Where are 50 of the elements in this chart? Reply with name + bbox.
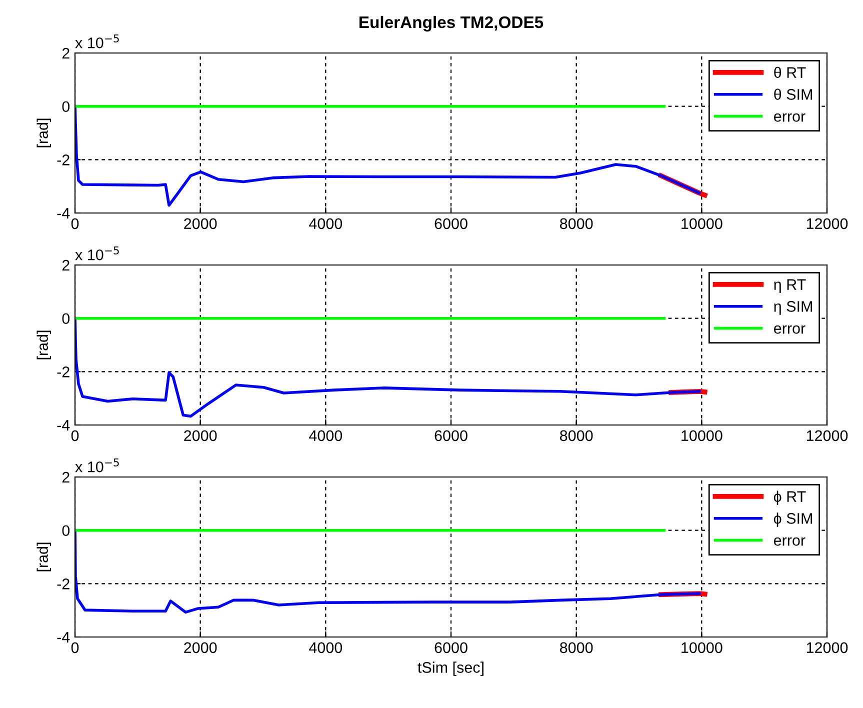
y-tick-label: -2 bbox=[57, 154, 70, 166]
x-tick-label: 2000 bbox=[184, 642, 217, 654]
x-tick-label: 4000 bbox=[309, 642, 342, 654]
legend-label: θ RT bbox=[774, 66, 806, 78]
text: x 10$^{−5}$ bbox=[75, 34, 119, 48]
x-tick-label: 2000 bbox=[184, 218, 217, 230]
y-tick-label: -4 bbox=[57, 208, 70, 219]
x-tick-label: 8000 bbox=[560, 642, 593, 654]
y-tick-label: 2 bbox=[62, 48, 70, 59]
legend-label: error bbox=[774, 325, 806, 334]
y-tick-label: 0 bbox=[62, 313, 70, 324]
legend-label: error bbox=[774, 537, 806, 546]
text: x 10$^{−5}$ bbox=[75, 246, 119, 260]
x-tick-label: 2000 bbox=[184, 430, 217, 442]
y-tick-label: 0 bbox=[62, 101, 70, 112]
legend-label: ϕ RT bbox=[774, 490, 806, 505]
y-tick-label: -2 bbox=[57, 578, 70, 590]
chart-title: EulerAngles TM2,ODE5 bbox=[360, 16, 544, 32]
x-tick-label: 4000 bbox=[309, 430, 342, 442]
y-tick-label: 2 bbox=[62, 472, 70, 483]
x-tick-label: 10000 bbox=[682, 430, 722, 442]
x-tick-label: 0 bbox=[71, 218, 79, 230]
legend-label: η RT bbox=[774, 279, 806, 293]
legend-label: error bbox=[774, 113, 806, 122]
y-tick-label: -2 bbox=[57, 366, 70, 378]
y-axis-title: [rad] bbox=[36, 542, 51, 572]
legend-label: η SIM bbox=[774, 301, 812, 315]
x-tick-label: 8000 bbox=[560, 430, 593, 442]
x-tick-label: 12000 bbox=[806, 642, 848, 654]
x-tick-label: 8000 bbox=[560, 218, 593, 230]
legend-label: ϕ SIM bbox=[774, 512, 812, 527]
y-tick-label: -4 bbox=[57, 420, 70, 431]
x-tick-label: 12000 bbox=[806, 218, 848, 230]
x-tick-label: 0 bbox=[71, 642, 79, 654]
y-axis-title: [rad] bbox=[36, 330, 51, 360]
y-tick-label: -4 bbox=[57, 632, 70, 643]
x-tick-label: 6000 bbox=[434, 430, 468, 442]
x-axis-title: tSim [sec] bbox=[418, 662, 484, 676]
x-tick-label: 0 bbox=[71, 430, 79, 442]
x-tick-label: 6000 bbox=[434, 642, 468, 654]
legend-label: θ SIM bbox=[774, 88, 812, 100]
x-tick-label: 6000 bbox=[434, 218, 468, 230]
x-tick-label: 10000 bbox=[682, 218, 722, 230]
x-tick-label: 10000 bbox=[682, 642, 722, 654]
y-tick-label: 2 bbox=[62, 260, 70, 271]
x-tick-label: 4000 bbox=[309, 218, 342, 230]
x-tick-label: 12000 bbox=[806, 430, 848, 442]
y-axis-title: [rad] bbox=[36, 118, 51, 148]
text: x 10$^{−5}$ bbox=[75, 458, 119, 472]
y-tick-label: 0 bbox=[62, 525, 70, 536]
